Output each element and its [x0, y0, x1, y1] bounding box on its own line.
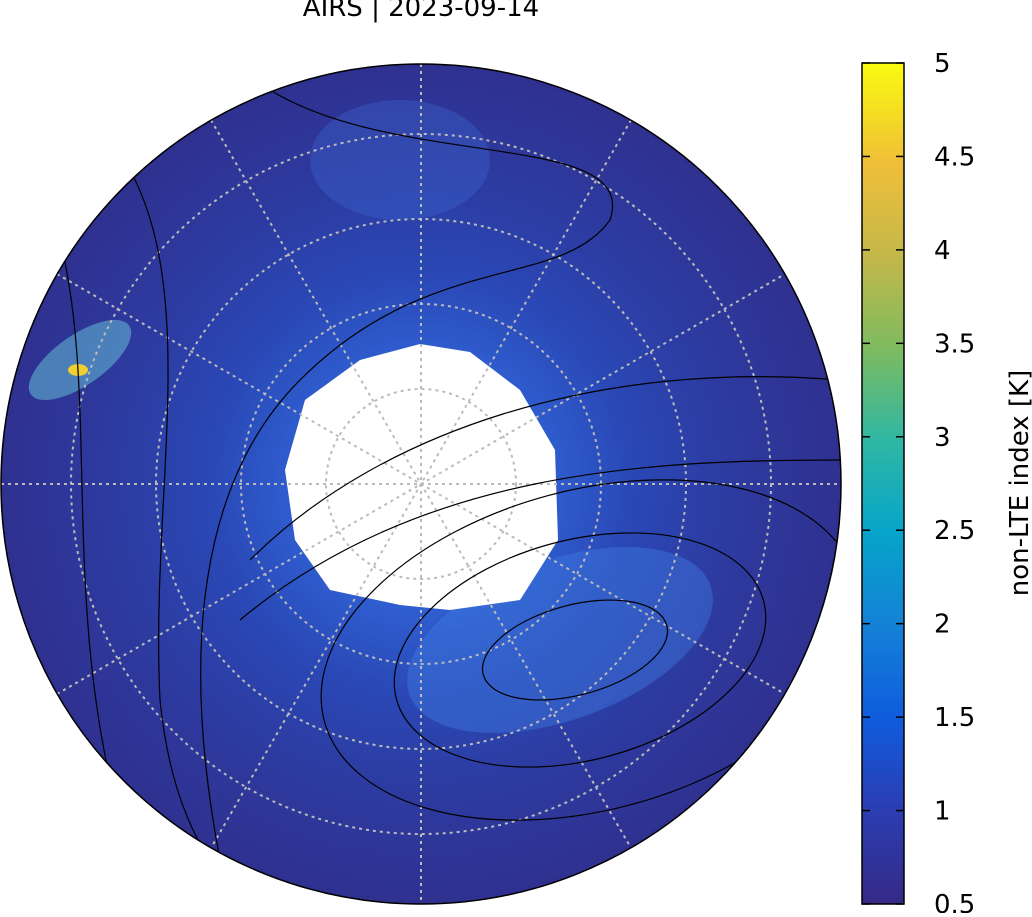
map-title: AIRS | 2023-09-14: [303, 0, 539, 23]
colorbar-tick-label: 2.5: [934, 516, 975, 546]
polar-map: [1, 64, 841, 904]
colorbar-tick-label: 2: [934, 610, 951, 640]
colorbar-tick-label: 5: [934, 49, 951, 79]
colorbar-tick-label: 1: [934, 797, 951, 827]
colorbar-tick-label: 3.5: [934, 329, 975, 359]
colorbar-tick-label: 0.5: [934, 890, 975, 913]
colorbar-tick-label: 1.5: [934, 703, 975, 733]
colorbar-label: non-LTE index [K]: [1005, 370, 1032, 596]
colorbar-tick-label: 4.5: [934, 142, 975, 172]
map-border: [0, 63, 842, 905]
colorbar-tick-label: 4: [934, 236, 951, 266]
colorbar: [861, 62, 905, 905]
colorbar-tick-label: 3: [934, 423, 951, 453]
